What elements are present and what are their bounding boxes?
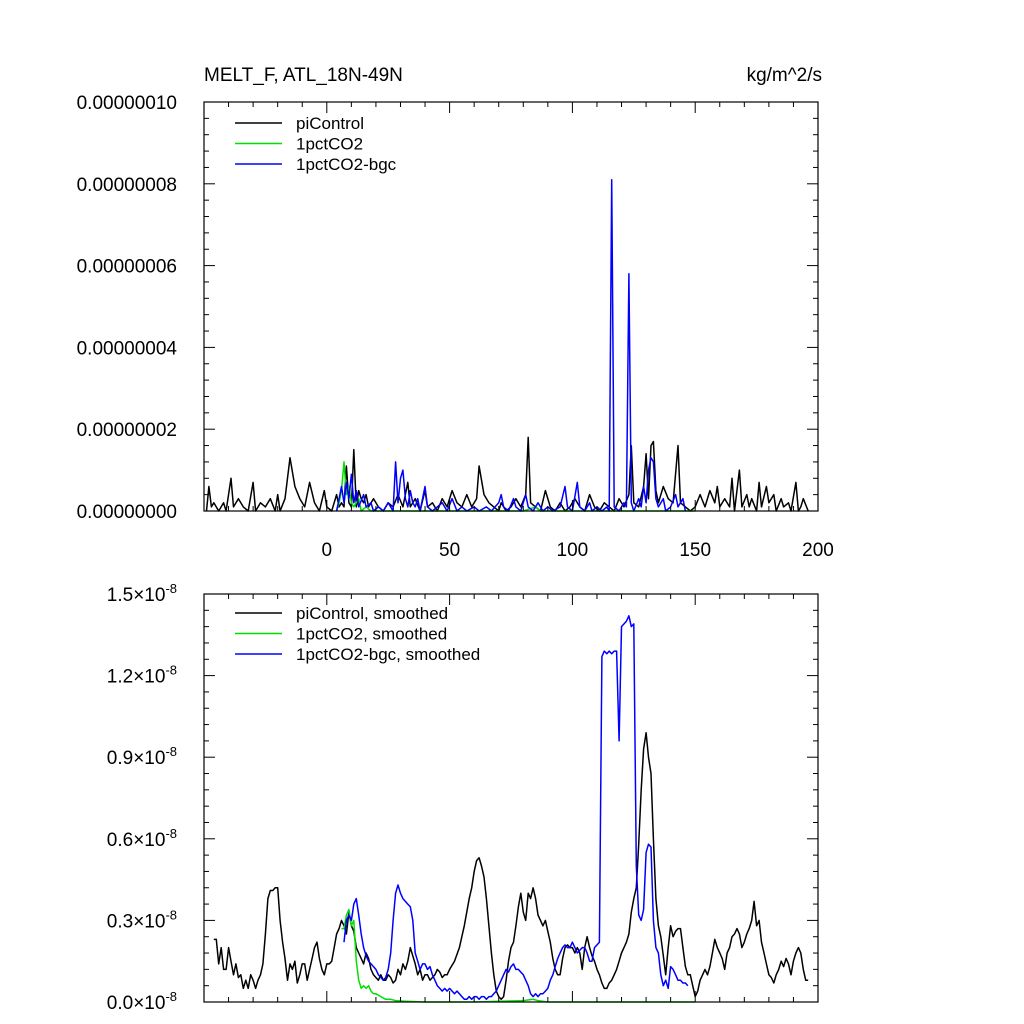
top-title-left: MELT_F, ATL_18N-49N: [204, 65, 403, 86]
bottom-y-tick-label: 0.9×10-8: [107, 744, 177, 769]
top-legend-label-1pctco2-bgc: 1pctCO2-bgc: [296, 155, 397, 174]
bottom-y-tick-label: 0.0×10-8: [107, 989, 177, 1014]
top-series-1pctco2-bgc: [335, 178, 687, 512]
top-title-units: kg/m^2/s: [747, 65, 822, 86]
bottom-series-layer: [213, 615, 809, 1003]
bottom-series-1pctco2-smoothed: [341, 908, 696, 1003]
top-y-tick-label: 0.00000004: [77, 338, 178, 359]
top-legend-label-1pctco2: 1pctCO2: [296, 135, 363, 154]
bottom-legend-label-1pctco2-bgc-smoothed: 1pctCO2-bgc, smoothed: [296, 645, 480, 664]
top-x-tick-label: 0: [322, 540, 333, 561]
bottom-y-tick-label: 1.2×10-8: [107, 663, 177, 688]
top-y-tick-label: 0.00000008: [77, 175, 177, 196]
top-series-picontrol: [205, 436, 809, 512]
top-x-tick-label: 50: [439, 540, 460, 561]
bottom-y-tick-label: 0.3×10-8: [107, 907, 177, 932]
bottom-legend-label-1pctco2-smoothed: 1pctCO2, smoothed: [296, 625, 447, 644]
bottom-panel: 0.0×10-8 0.3×10-8 0.6×10-8 0.9×10-8 1.2×10-8…: [107, 581, 819, 1014]
bottom-plot-frame: [203, 593, 819, 1003]
top-y-tick-label: 0.00000002: [77, 420, 177, 441]
bottom-axis-layer: 0.0×10-8 0.3×10-8 0.6×10-8 0.9×10-8 1.2×10-8…: [107, 581, 819, 1014]
top-x-tick-label: 150: [679, 540, 711, 561]
top-panel: MELT_F, ATL_18N-49N kg/m^2/s 0 50 100 150 20…: [77, 65, 834, 561]
top-y-tick-label: 0.00000010: [77, 93, 177, 114]
bottom-y-tick-label: 1.5×10-8: [107, 581, 177, 606]
top-y-tick-label: 0.00000000: [77, 502, 177, 523]
top-plot-frame: [203, 101, 819, 512]
bottom-series-picontrol-smoothed: [213, 731, 809, 1001]
top-x-tick-label: 200: [802, 540, 834, 561]
top-axis-layer: 0 50 100 150 200 0.00000000 0.00000002 0.000000…: [77, 93, 834, 561]
bottom-legend-label-picontrol-smoothed: piControl, smoothed: [296, 604, 448, 623]
top-legend-label-picontrol: piControl: [296, 114, 364, 133]
top-y-tick-label: 0.00000006: [77, 257, 177, 278]
top-x-tick-label: 100: [557, 540, 589, 561]
bottom-series-1pctco2-bgc-smoothed: [343, 615, 689, 1001]
bottom-legend: piControl, smoothed 1pctCO2, smoothed1pct…: [235, 604, 480, 664]
top-series-layer: [205, 178, 809, 512]
bottom-y-tick-label: 0.6×10-8: [107, 826, 177, 851]
